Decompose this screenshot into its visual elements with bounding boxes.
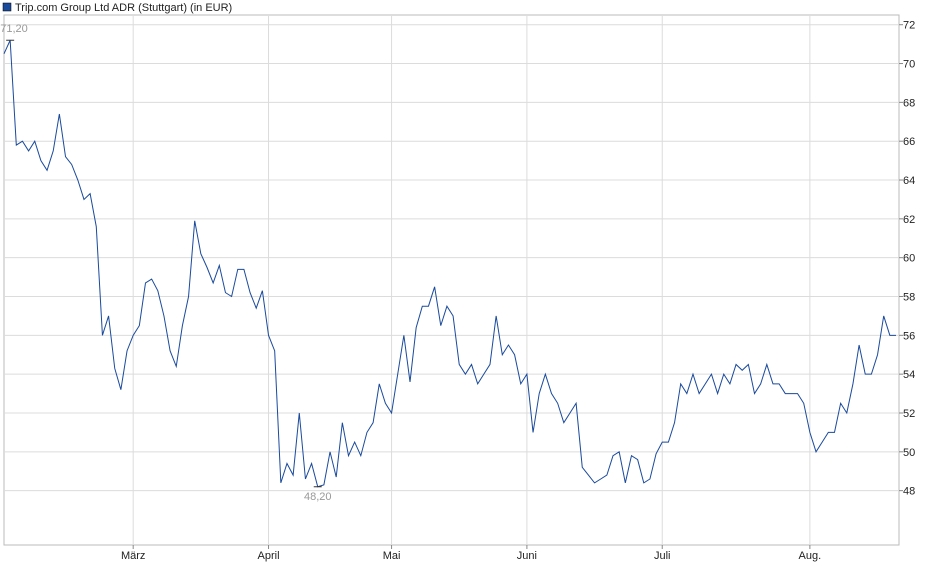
x-tick-label: März (121, 550, 145, 562)
plot-area (3, 14, 900, 546)
legend-swatch (2, 2, 12, 12)
y-tick-label: 62 (903, 214, 915, 226)
y-tick-label: 54 (903, 369, 915, 381)
x-tick-label: April (258, 550, 280, 562)
y-tick-label: 68 (903, 97, 915, 109)
x-tick-label: Aug. (799, 550, 822, 562)
y-tick-label: 66 (903, 136, 915, 148)
price-line (3, 40, 896, 488)
extreme-label: 71,20 (0, 23, 28, 35)
y-tick-label: 58 (903, 292, 915, 304)
chart-title: Trip.com Group Ltd ADR (Stuttgart) (in E… (15, 2, 232, 14)
y-tick-label: 52 (903, 408, 915, 420)
x-tick-label: Juli (654, 550, 671, 562)
y-tick-label: 70 (903, 59, 915, 71)
x-tick-label: Mai (383, 550, 401, 562)
y-tick-label: 64 (903, 175, 915, 187)
y-tick-label: 72 (903, 20, 915, 32)
y-tick-label: 50 (903, 447, 915, 459)
extreme-label: 48,20 (304, 491, 332, 503)
y-tick-label: 56 (903, 330, 915, 342)
y-tick-label: 48 (903, 486, 915, 498)
x-tick-label: Juni (517, 550, 537, 562)
y-tick-label: 60 (903, 253, 915, 265)
